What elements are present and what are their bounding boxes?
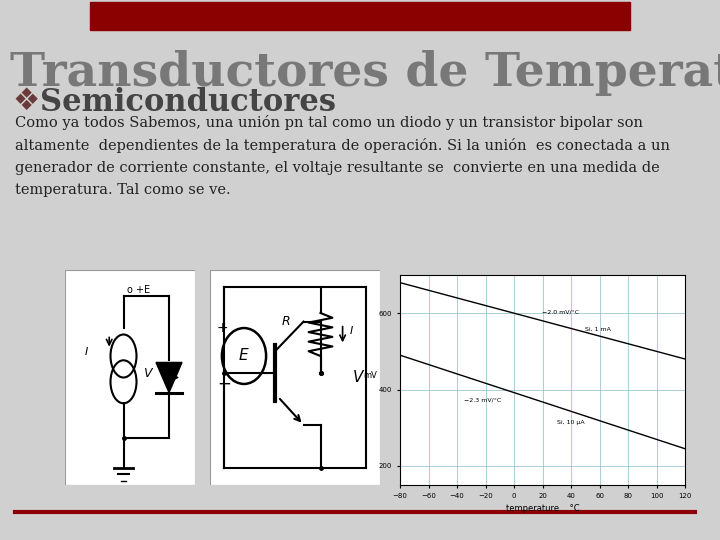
Text: R: R xyxy=(282,315,290,328)
Text: ❖: ❖ xyxy=(12,87,40,116)
Polygon shape xyxy=(156,362,182,393)
Text: I: I xyxy=(84,347,88,357)
Text: −2.3 mV/°C: −2.3 mV/°C xyxy=(464,397,501,402)
Text: Si, 1 mA: Si, 1 mA xyxy=(585,326,611,332)
Text: Transductores de Temperatura: Transductores de Temperatura xyxy=(10,50,720,96)
Text: I: I xyxy=(349,327,353,336)
Text: −2.0 mV/°C: −2.0 mV/°C xyxy=(542,309,580,314)
Text: Como ya todos Sabemos, una unión pn tal como un diodo y un transistor bipolar so: Como ya todos Sabemos, una unión pn tal … xyxy=(15,115,670,197)
Text: V: V xyxy=(353,370,363,385)
Text: −: − xyxy=(217,375,230,393)
Text: E: E xyxy=(239,348,248,363)
X-axis label: temperature    °C: temperature °C xyxy=(505,504,580,513)
Text: +: + xyxy=(217,321,228,335)
Text: Semiconductores: Semiconductores xyxy=(40,87,336,118)
Text: Si, 10 μA: Si, 10 μA xyxy=(557,420,585,425)
Y-axis label: mV: mV xyxy=(364,371,377,380)
Text: V: V xyxy=(143,367,151,380)
Bar xyxy=(90,2,630,30)
Text: o +E: o +E xyxy=(127,285,150,295)
